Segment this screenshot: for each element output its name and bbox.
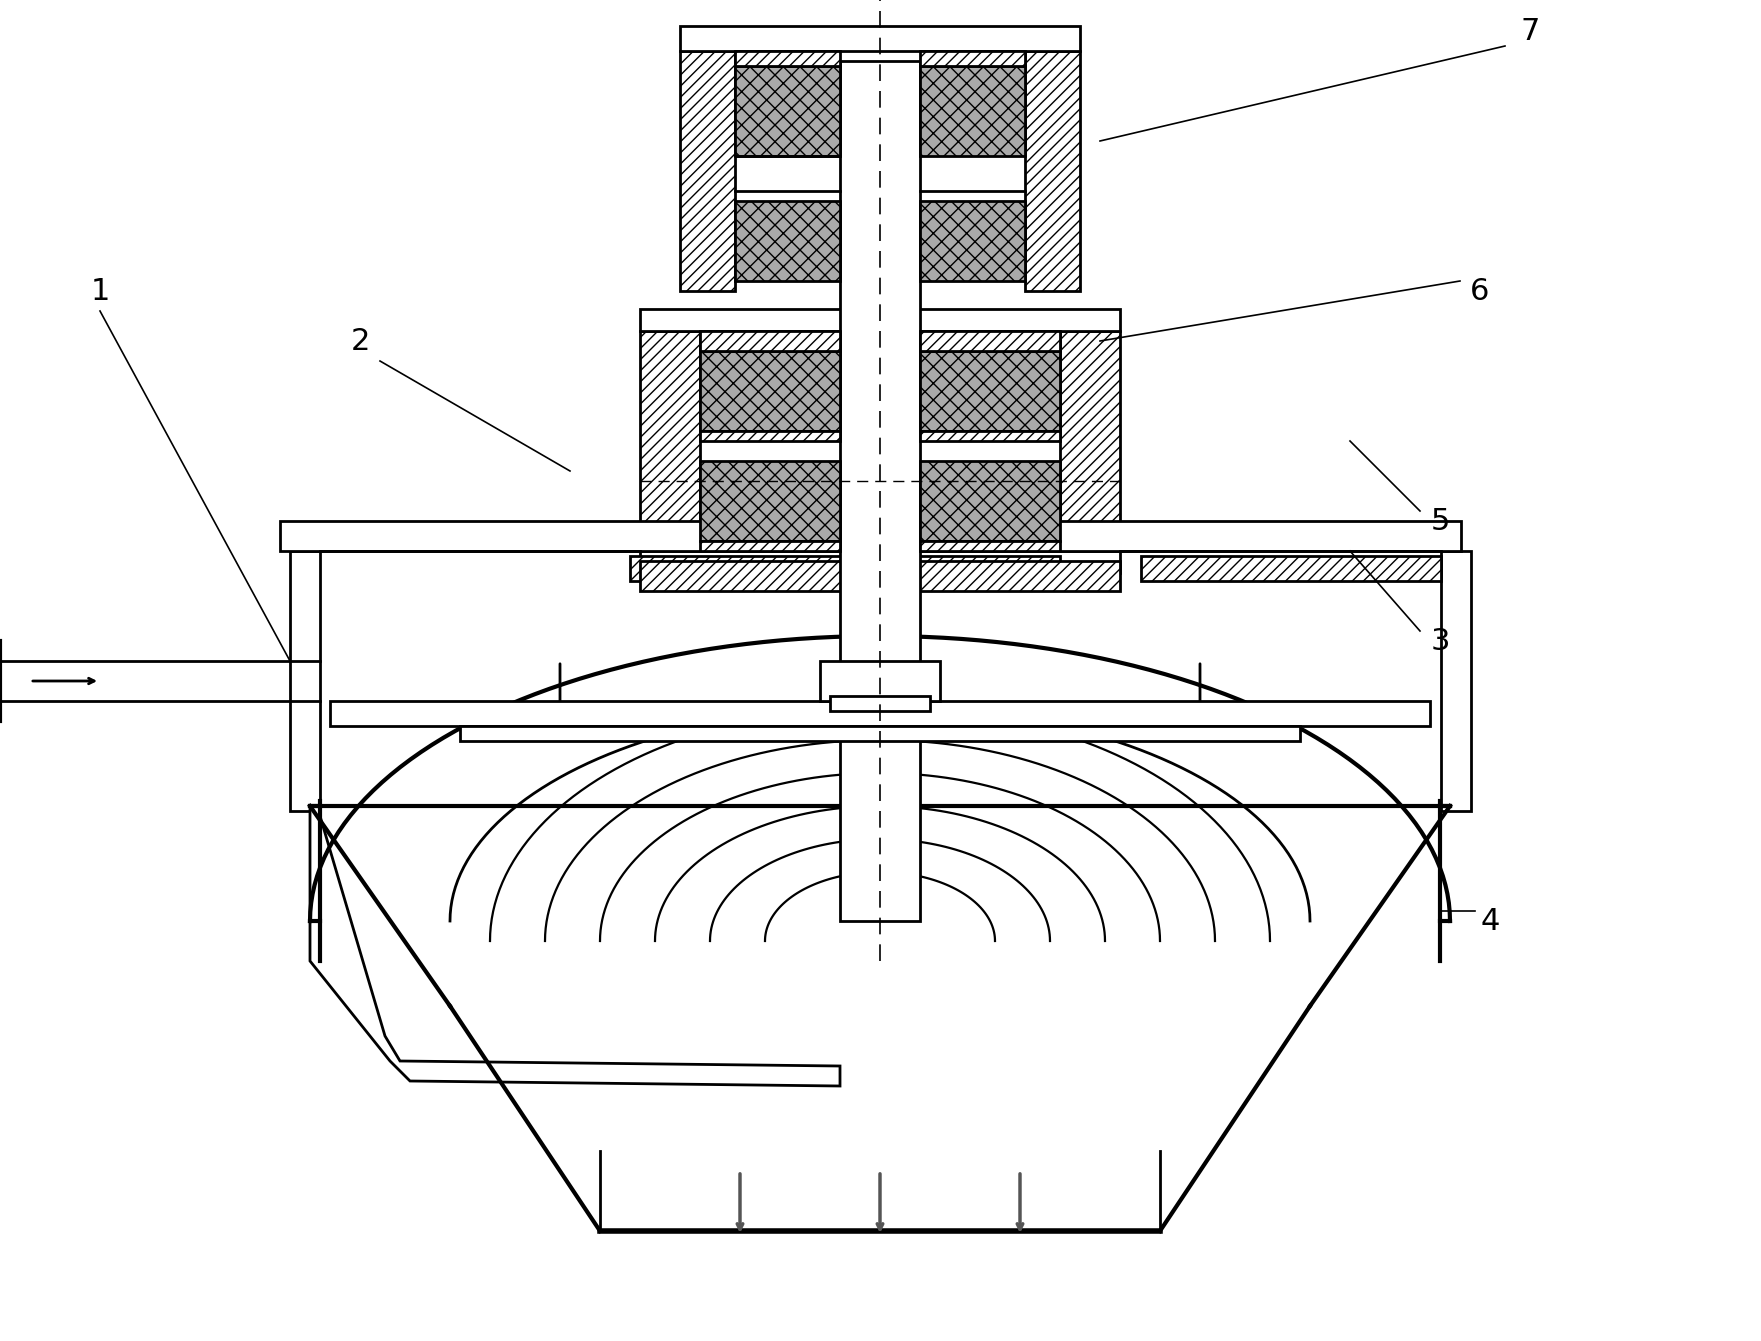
Bar xyxy=(821,661,940,701)
Bar xyxy=(639,551,1120,573)
Bar xyxy=(680,51,734,291)
Bar xyxy=(919,540,1060,551)
Bar xyxy=(734,66,840,156)
Text: 6: 6 xyxy=(1470,276,1490,306)
Bar xyxy=(1440,551,1470,811)
Bar xyxy=(919,331,1060,351)
Text: 3: 3 xyxy=(1430,626,1449,656)
Text: 5: 5 xyxy=(1430,507,1449,535)
Bar xyxy=(639,331,701,551)
Bar xyxy=(460,725,1300,742)
Bar xyxy=(701,461,840,540)
Text: 7: 7 xyxy=(1520,16,1539,46)
Bar xyxy=(701,540,840,551)
Bar xyxy=(701,430,840,441)
Bar xyxy=(919,201,1025,282)
Text: 4: 4 xyxy=(1481,907,1500,936)
Bar xyxy=(919,430,1060,441)
Bar xyxy=(291,551,321,811)
Bar xyxy=(680,25,1079,51)
Bar xyxy=(329,701,1430,725)
Bar xyxy=(919,461,1060,540)
Bar xyxy=(639,308,1120,331)
Bar xyxy=(639,561,1120,591)
Polygon shape xyxy=(310,806,840,1086)
Bar xyxy=(701,351,840,430)
Bar xyxy=(829,696,930,711)
Bar xyxy=(919,66,1025,156)
Bar xyxy=(1060,331,1120,551)
Bar xyxy=(919,51,1025,66)
Text: 2: 2 xyxy=(350,326,370,355)
Bar xyxy=(1025,51,1079,291)
Bar xyxy=(919,351,1060,430)
Bar xyxy=(734,51,840,66)
Bar xyxy=(630,557,1060,581)
Bar xyxy=(701,331,840,351)
Text: 1: 1 xyxy=(90,276,109,306)
Bar xyxy=(1141,557,1440,581)
Bar xyxy=(280,522,1462,551)
Bar xyxy=(734,201,840,282)
Bar xyxy=(840,60,919,921)
